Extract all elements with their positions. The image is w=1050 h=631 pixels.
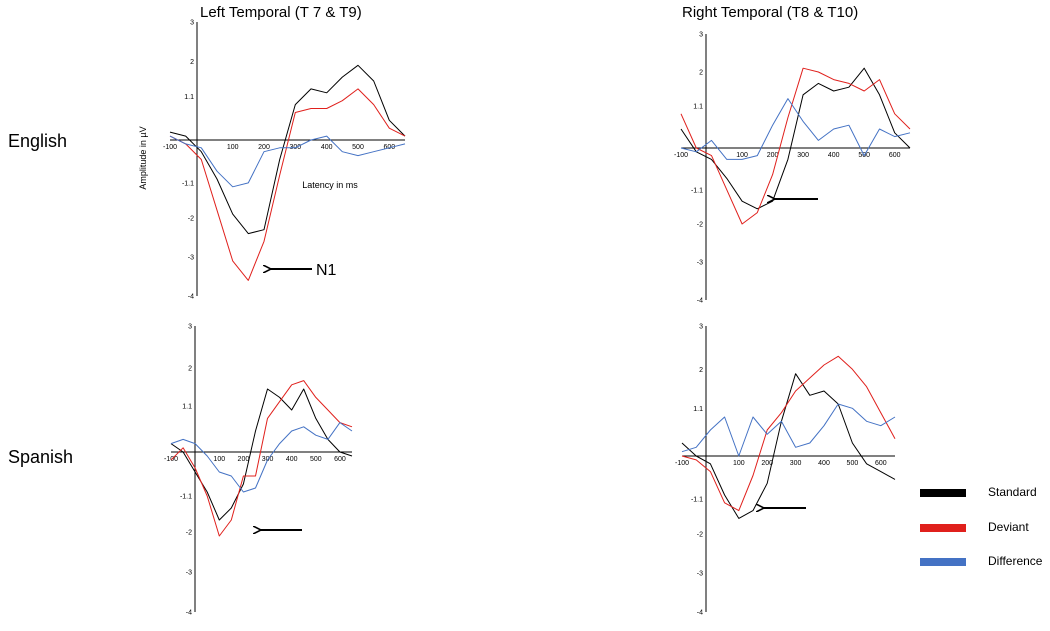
series-line-standard	[169, 64, 406, 235]
y-tick-label: 3	[699, 32, 703, 39]
y-tick-label: -2	[186, 530, 192, 537]
y-tick-label: 1.1	[693, 104, 703, 111]
x-tick-label: 500	[352, 144, 364, 151]
series-line-difference	[170, 422, 353, 493]
y-tick-label: -2	[697, 222, 703, 229]
y-tick-label: 3	[188, 324, 192, 331]
y-tick-label: -4	[697, 610, 703, 617]
x-tick-label: 300	[790, 460, 802, 467]
y-tick-label: 2	[699, 367, 703, 374]
x-tick-label: 400	[818, 460, 830, 467]
legend-label-deviant: Deviant	[988, 520, 1029, 534]
row-label-spanish: Spanish	[8, 447, 74, 467]
y-tick-label: -3	[697, 571, 703, 578]
y-tick-label: -1.1	[180, 494, 192, 501]
x-tick-label: 100	[733, 460, 745, 467]
legend-label-standard: Standard	[988, 485, 1037, 499]
x-tick-label: 200	[238, 456, 250, 463]
x-tick-label: 400	[286, 456, 298, 463]
legend-label-difference: Difference	[988, 554, 1043, 568]
series-line-difference	[681, 403, 896, 457]
y-tick-label: -3	[697, 260, 703, 267]
row-label-english: English	[8, 131, 68, 151]
y-tick-label: -1.1	[691, 496, 703, 503]
x-tick-label: 500	[310, 456, 322, 463]
legend-swatch-standard	[920, 489, 966, 497]
series-line-standard	[170, 388, 353, 521]
x-tick-label: 400	[828, 152, 840, 159]
x-tick-label: 200	[761, 460, 773, 467]
x-tick-label: 400	[321, 144, 333, 151]
x-tick-label: -100	[674, 152, 688, 159]
y-tick-label: -1.1	[691, 187, 703, 194]
n1-label: N1	[316, 262, 337, 279]
series-line-difference	[680, 98, 911, 160]
y-tick-label: 2	[699, 70, 703, 77]
annotations: N1	[260, 199, 818, 530]
y-tick-label: -4	[186, 610, 192, 617]
y-axis-label: Amplitude in µV	[138, 126, 148, 189]
right-temporal-title: Right Temporal (T8 & T10)	[682, 4, 859, 21]
legend-swatch-deviant	[920, 524, 966, 532]
series-line-standard	[680, 67, 911, 210]
y-tick-label: 1.1	[693, 406, 703, 413]
x-tick-label: 300	[797, 152, 809, 159]
x-tick-label: 600	[889, 152, 901, 159]
y-tick-label: -4	[697, 298, 703, 305]
series-line-difference	[169, 135, 406, 188]
left-temporal-title: Left Temporal (T 7 & T9)	[200, 4, 362, 21]
series-line-deviant	[170, 380, 353, 537]
y-tick-label: -3	[188, 255, 194, 262]
x-tick-label: 200	[258, 144, 270, 151]
x-tick-label: 600	[334, 456, 346, 463]
chart-panel-spanish-left: 321.1-1.1-2-3-4-100 100 200 300 400 500 600	[164, 324, 353, 617]
y-tick-label: 2	[190, 59, 194, 66]
x-tick-label: 100	[227, 144, 239, 151]
y-tick-label: -3	[186, 570, 192, 577]
y-tick-label: 3	[699, 324, 703, 331]
y-tick-label: 1.1	[182, 403, 192, 410]
series-line-deviant	[681, 355, 896, 512]
y-tick-label: 3	[190, 20, 194, 27]
series-line-deviant	[680, 67, 911, 225]
series-line-deviant	[169, 88, 406, 281]
series-line-standard	[681, 373, 896, 519]
y-tick-label: -2	[188, 216, 194, 223]
chart-panel-english-left: 321.1-1.1-2-3-4-100 100 200 300 400 500 600Lat…	[138, 20, 406, 301]
x-tick-label: 600	[875, 460, 887, 467]
x-tick-label: 500	[847, 460, 859, 467]
y-tick-label: -2	[697, 532, 703, 539]
x-tick-label: 100	[736, 152, 748, 159]
y-tick-label: 1.1	[184, 94, 194, 101]
y-tick-label: -4	[188, 294, 194, 301]
x-tick-label: 100	[213, 456, 225, 463]
x-tick-label: -100	[675, 460, 689, 467]
x-axis-label: Latency in ms	[302, 180, 358, 190]
x-tick-label: 200	[767, 152, 779, 159]
x-tick-label: -100	[163, 144, 177, 151]
y-tick-label: 2	[188, 366, 192, 373]
y-tick-label: -1.1	[182, 180, 194, 187]
chart-panel-english-right: 321.1-1.1-2-3-4-100 100 200 300 400 500 600	[674, 32, 911, 305]
chart-panel-spanish-right: 3 2 1.1 -1.1 -2 -3 -4 -100 100 200 300 400 500 600	[675, 324, 896, 617]
legend-swatch-difference	[920, 558, 966, 566]
